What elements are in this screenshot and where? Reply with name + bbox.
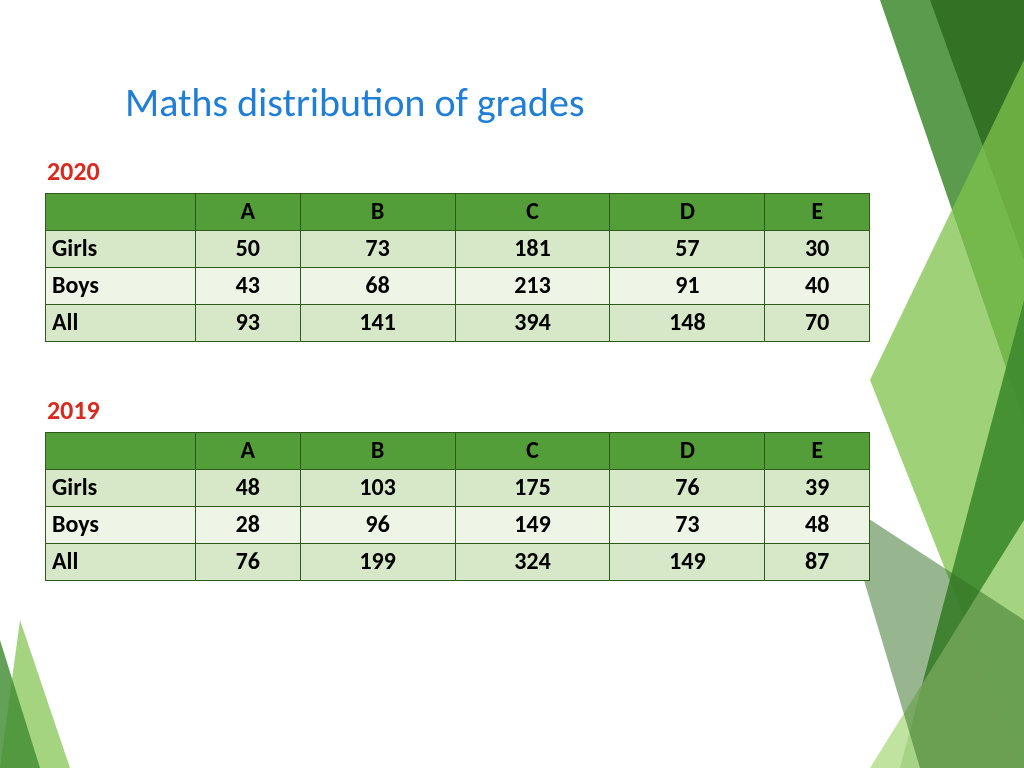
year-label: 2019 xyxy=(47,394,830,426)
column-header: E xyxy=(765,194,870,231)
row-header: All xyxy=(46,305,196,342)
data-cell: 40 xyxy=(765,268,870,305)
data-cell: 175 xyxy=(455,470,610,507)
data-cell: 103 xyxy=(300,470,455,507)
row-header: Boys xyxy=(46,268,196,305)
data-cell: 96 xyxy=(300,507,455,544)
grade-table-2020: ABCDEGirls50731815730Boys43682139140All9… xyxy=(45,193,870,342)
table-corner xyxy=(46,433,196,470)
row-header: Boys xyxy=(46,507,196,544)
data-cell: 39 xyxy=(765,470,870,507)
column-header: A xyxy=(196,433,301,470)
column-header: C xyxy=(455,194,610,231)
grade-table-2019: ABCDEGirls481031757639Boys28961497348All… xyxy=(45,432,870,581)
data-cell: 30 xyxy=(765,231,870,268)
data-cell: 73 xyxy=(300,231,455,268)
data-cell: 68 xyxy=(300,268,455,305)
data-cell: 76 xyxy=(610,470,765,507)
table-row: Boys28961497348 xyxy=(46,507,870,544)
table-row: Girls481031757639 xyxy=(46,470,870,507)
data-cell: 199 xyxy=(300,544,455,581)
grade-section-2019: 2019ABCDEGirls481031757639Boys2896149734… xyxy=(45,394,830,581)
grade-section-2020: 2020ABCDEGirls50731815730Boys43682139140… xyxy=(45,155,830,342)
data-cell: 213 xyxy=(455,268,610,305)
data-cell: 73 xyxy=(610,507,765,544)
column-header: B xyxy=(300,194,455,231)
data-cell: 28 xyxy=(196,507,301,544)
data-cell: 149 xyxy=(455,507,610,544)
data-cell: 48 xyxy=(196,470,301,507)
data-cell: 87 xyxy=(765,544,870,581)
column-header: E xyxy=(765,433,870,470)
table-corner xyxy=(46,194,196,231)
data-cell: 148 xyxy=(610,305,765,342)
data-cell: 149 xyxy=(610,544,765,581)
data-cell: 141 xyxy=(300,305,455,342)
data-cell: 48 xyxy=(765,507,870,544)
column-header: D xyxy=(610,194,765,231)
data-cell: 91 xyxy=(610,268,765,305)
data-cell: 394 xyxy=(455,305,610,342)
column-header: D xyxy=(610,433,765,470)
table-row: Girls50731815730 xyxy=(46,231,870,268)
row-header: Girls xyxy=(46,470,196,507)
row-header: All xyxy=(46,544,196,581)
table-row: Boys43682139140 xyxy=(46,268,870,305)
column-header: A xyxy=(196,194,301,231)
data-cell: 70 xyxy=(765,305,870,342)
data-cell: 57 xyxy=(610,231,765,268)
table-row: All7619932414987 xyxy=(46,544,870,581)
row-header: Girls xyxy=(46,231,196,268)
slide-content: Maths distribution of grades 2020ABCDEGi… xyxy=(0,0,870,581)
column-header: C xyxy=(455,433,610,470)
column-header: B xyxy=(300,433,455,470)
data-cell: 76 xyxy=(196,544,301,581)
page-title: Maths distribution of grades xyxy=(125,78,830,127)
data-cell: 50 xyxy=(196,231,301,268)
data-cell: 93 xyxy=(196,305,301,342)
year-label: 2020 xyxy=(47,155,830,187)
table-row: All9314139414870 xyxy=(46,305,870,342)
data-cell: 181 xyxy=(455,231,610,268)
data-cell: 324 xyxy=(455,544,610,581)
data-cell: 43 xyxy=(196,268,301,305)
